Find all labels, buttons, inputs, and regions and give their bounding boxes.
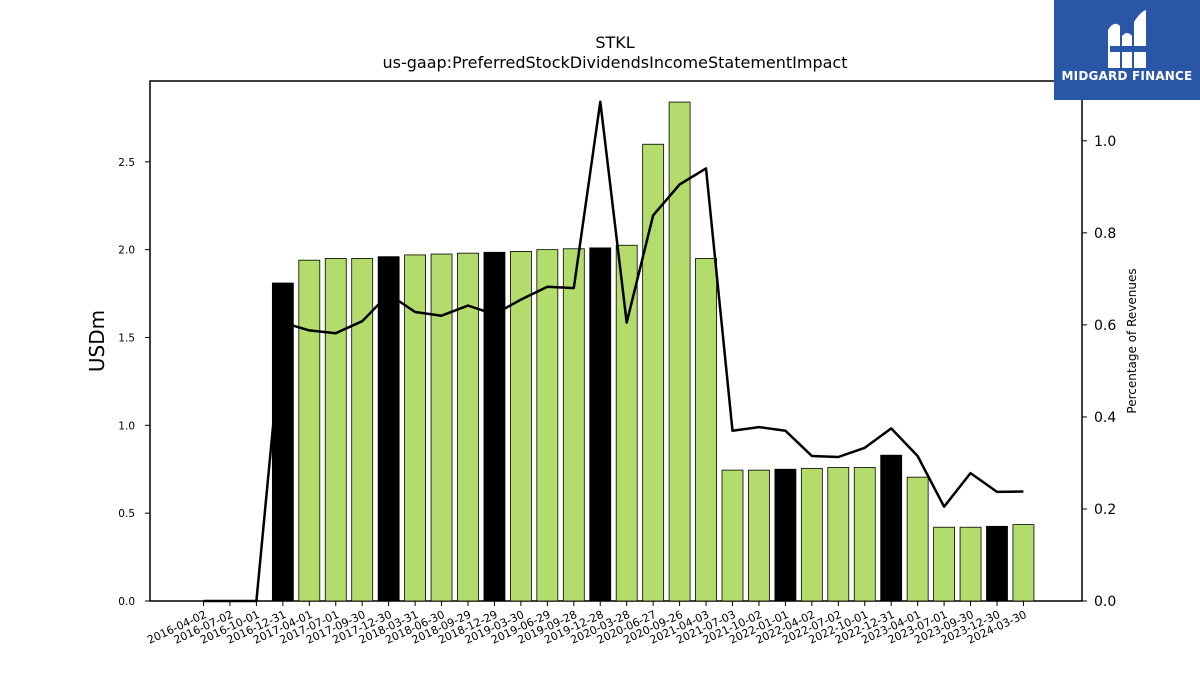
y2-tick-label: 0.0 [1094,594,1116,610]
line-series [203,100,1024,603]
bar [827,467,850,602]
bar [483,251,506,602]
bar [853,467,876,602]
y-tick-label: 1.0 [118,420,135,432]
y2-tick-label: 0.2 [1094,502,1116,518]
bar [430,253,453,602]
y-tick-label: 1.5 [118,332,135,344]
bar [906,476,929,602]
y2-axis-label: Percentage of Revenues [1125,268,1139,413]
bar [721,469,744,602]
y2-tick-label: 1.0 [1094,134,1116,150]
bar [933,526,955,602]
bar [377,256,400,602]
logo-mark-icon [1108,10,1146,68]
y-tick-label: 2.0 [118,245,135,257]
bar [615,244,638,602]
logo-text: MIDGARD FINANCE [1061,69,1193,83]
bar [1012,524,1035,602]
brand-logo: MIDGARD FINANCE [1054,0,1200,100]
bar [800,467,823,602]
bar [774,468,797,602]
bar [668,101,691,602]
bar [748,469,770,602]
y-tick-label: 0.5 [118,508,135,520]
bar [589,247,612,602]
y2-tick-label: 0.6 [1094,318,1116,334]
y2-tick-label: 0.4 [1094,410,1116,426]
y-axis-label: USDm [85,310,109,372]
bar [351,258,374,602]
bar [536,249,559,602]
y-tick-label: 0.0 [118,596,135,608]
bar [695,258,717,602]
y2-tick-label: 0.8 [1094,226,1116,242]
bar [642,143,665,602]
bar [959,526,982,602]
bar [880,454,903,602]
bar [324,258,347,602]
chart-subtitle: us-gaap:PreferredStockDividendsIncomeSta… [383,53,848,72]
bar [986,525,1008,602]
bar [298,259,321,602]
plot-area: 0.00.51.01.52.02.50.00.20.40.60.81.02016… [118,80,1116,647]
chart-title: STKL [595,33,634,52]
bar [562,248,585,602]
y-tick-label: 2.5 [118,157,135,169]
